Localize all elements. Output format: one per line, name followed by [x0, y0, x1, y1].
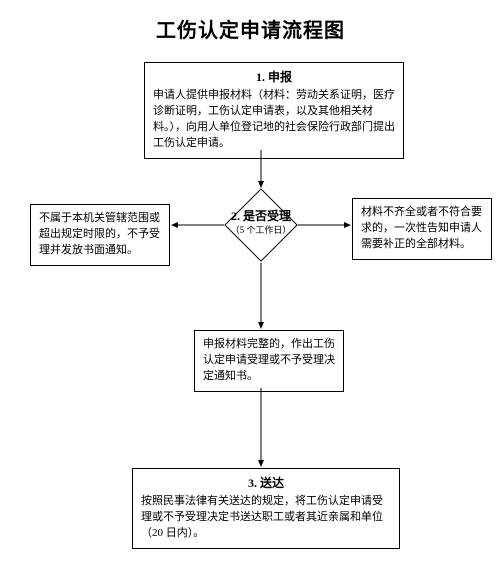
node-right-body: 材料不齐全或者不符合要求的，一次性告知申请人需要补正的全部材料。 [361, 205, 483, 253]
node-step1: 1. 申报 申请人提供申报材料（材料：劳动关系证明，医疗诊断证明，工伤认定申请表… [144, 62, 404, 159]
node-decision-sub: （5 个工作日） [217, 225, 305, 237]
node-step3-heading: 3. 送达 [141, 475, 391, 492]
node-decision: 2. 是否受理 （5 个工作日） [225, 189, 297, 261]
node-left: 不属于本机关管辖范围或超出规定时限的，不予受理并发放书面通知。 [30, 204, 170, 266]
node-step1-heading: 1. 申报 [153, 69, 395, 86]
node-right: 材料不齐全或者不符合要求的，一次性告知申请人需要补正的全部材料。 [352, 198, 492, 260]
node-decision-heading: 2. 是否受理 [217, 209, 305, 225]
node-step3: 3. 送达 按照民事法律有关送达的规定，将工伤认定申请受理或不予受理决定书送达职… [132, 468, 400, 549]
page-title: 工伤认定申请流程图 [0, 14, 501, 43]
node-left-body: 不属于本机关管辖范围或超出规定时限的，不予受理并发放书面通知。 [39, 211, 161, 259]
node-mid: 申报材料完整的，作出工伤认定申请受理或不予受理决定通知书。 [194, 330, 344, 392]
node-step1-body: 申请人提供申报材料（材料：劳动关系证明，医疗诊断证明，工伤认定申请表，以及其他相… [153, 88, 395, 152]
node-step3-body: 按照民事法律有关送达的规定，将工伤认定申请受理或不予受理决定书送达职工或者其近亲… [141, 494, 391, 542]
node-mid-body: 申报材料完整的，作出工伤认定申请受理或不予受理决定通知书。 [203, 337, 335, 385]
